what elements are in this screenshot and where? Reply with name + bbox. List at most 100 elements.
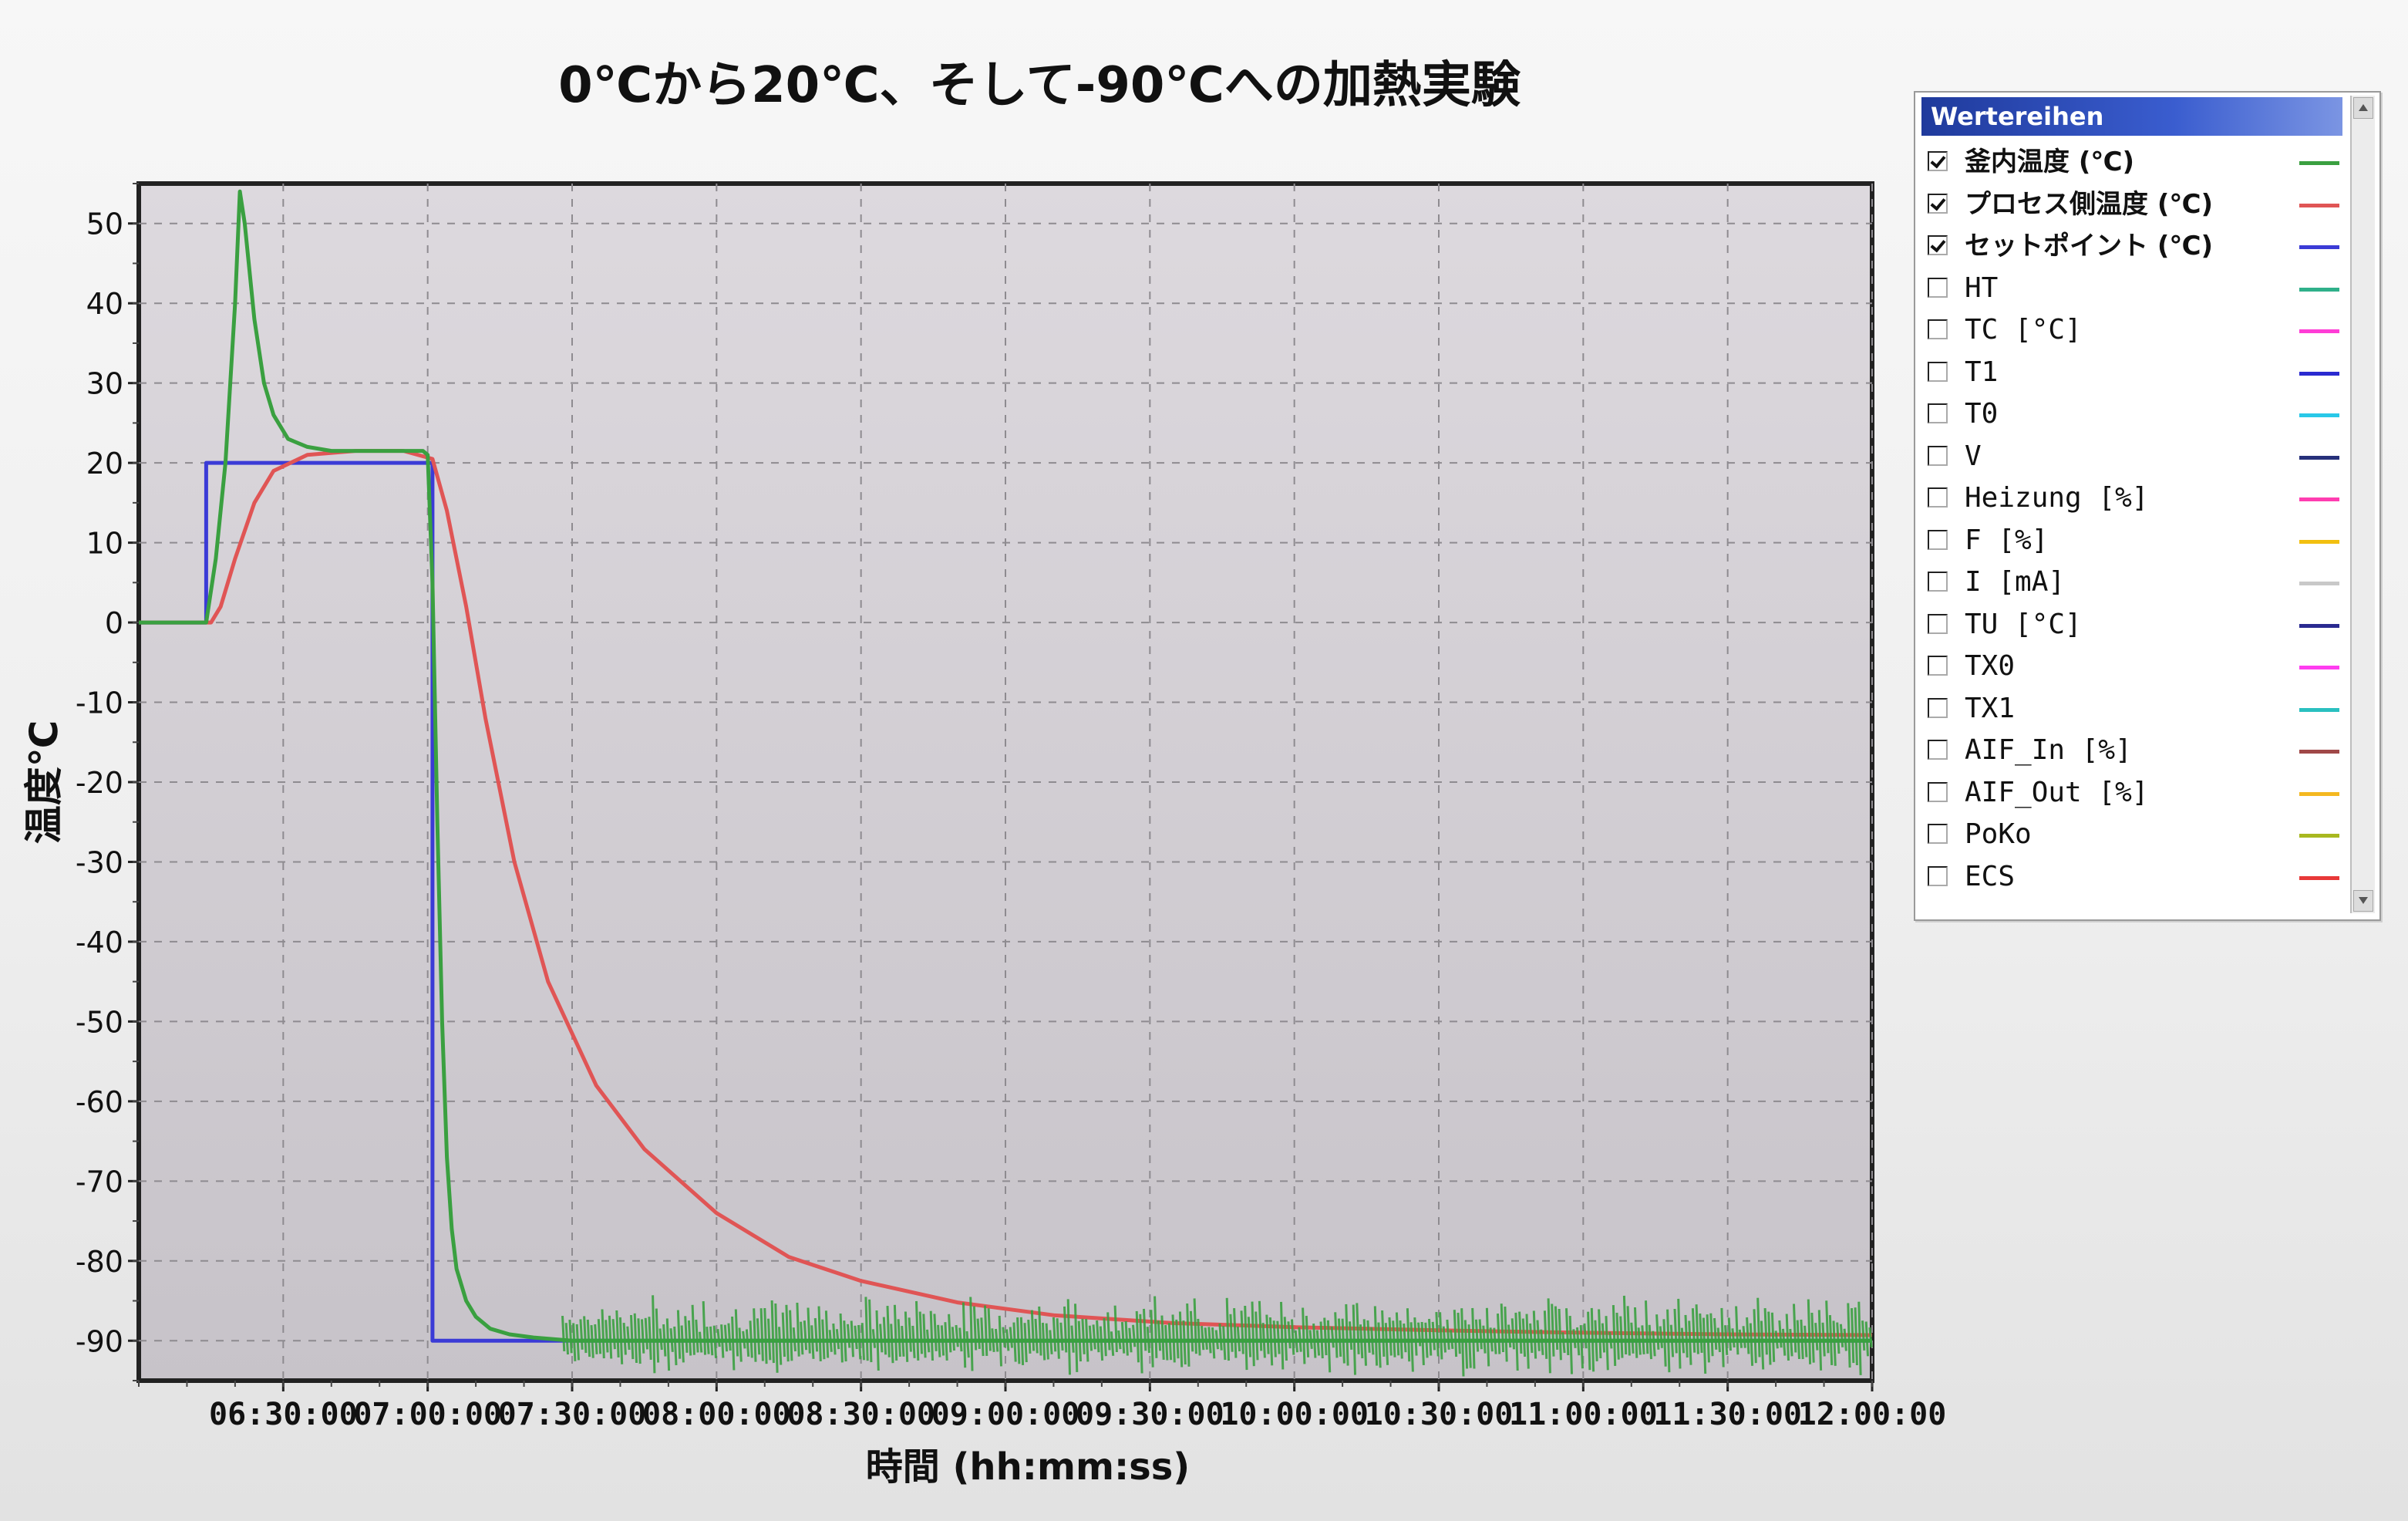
x-tick-label: 11:30:00 — [1653, 1397, 1802, 1432]
legend-checkbox[interactable] — [1928, 193, 1948, 214]
legend-item[interactable]: V — [1923, 437, 2346, 479]
legend-item[interactable]: AIF_In [%] — [1923, 730, 2346, 773]
legend-checkbox[interactable] — [1928, 572, 1948, 592]
legend-scrollbar[interactable] — [2350, 96, 2375, 913]
legend-swatch — [2299, 161, 2339, 165]
legend-item-label: F [%] — [1965, 524, 2049, 556]
x-tick-label: 09:30:00 — [1076, 1397, 1224, 1432]
series-noise-0 — [561, 1295, 1873, 1377]
legend-item-label: TC [°C] — [1965, 314, 2082, 346]
legend-checkbox[interactable] — [1928, 824, 1948, 844]
y-tick-labels: 50 40 30 20 10 0 -10 -20 -30 -40 -50 -60 -70 -80 -90 — [76, 207, 123, 1359]
legend-item-label: 釜内温度 (℃) — [1965, 147, 2135, 177]
legend-item-label: I [mA] — [1965, 566, 2066, 598]
legend-item[interactable]: 釜内温度 (℃) — [1923, 142, 2346, 184]
legend-checkbox[interactable] — [1928, 361, 1948, 382]
x-tick-label: 07:00:00 — [353, 1397, 502, 1432]
legend-item[interactable]: TU [°C] — [1923, 605, 2346, 647]
x-tick-label: 09:00:00 — [931, 1397, 1080, 1432]
legend-item[interactable]: プロセス側温度 (℃) — [1923, 184, 2346, 227]
axis-ticks — [128, 183, 1874, 1391]
legend-checkbox[interactable] — [1928, 781, 1948, 802]
legend-checkbox[interactable] — [1928, 865, 1948, 886]
legend-checkbox[interactable] — [1928, 697, 1948, 718]
legend-item[interactable]: HT — [1923, 268, 2346, 311]
legend-swatch — [2299, 203, 2339, 207]
legend-item[interactable]: セットポイント (℃) — [1923, 226, 2346, 268]
series-line-0 — [139, 189, 1872, 1343]
legend-item-label: TU [°C] — [1965, 608, 2082, 640]
y-tick-label: -40 — [76, 926, 123, 959]
legend-checkbox[interactable] — [1928, 403, 1948, 423]
y-tick-label: -20 — [76, 766, 123, 800]
legend-item[interactable]: ECS — [1923, 857, 2346, 899]
legend-item-label: AIF_Out [%] — [1965, 776, 2149, 808]
legend-swatch — [2299, 707, 2339, 712]
legend-checkbox[interactable] — [1928, 613, 1948, 634]
noise-layer — [561, 1295, 1873, 1377]
legend-item[interactable]: T1 — [1923, 352, 2346, 395]
legend-item-label: プロセス側温度 (℃) — [1965, 188, 2214, 220]
legend-title: Wertereihen — [1921, 97, 2342, 136]
legend-swatch — [2299, 582, 2339, 585]
legend-checkbox[interactable] — [1928, 656, 1948, 676]
legend-swatch — [2299, 455, 2339, 460]
y-tick-label: 20 — [86, 447, 123, 481]
legend-item-label: TX1 — [1965, 692, 2016, 724]
y-tick-label: 10 — [86, 527, 123, 561]
legend-item-label: AIF_In [%] — [1965, 734, 2132, 766]
legend-item-label: PoKo — [1965, 818, 2032, 850]
legend-item[interactable]: TC [°C] — [1923, 310, 2346, 352]
y-tick-label: 50 — [86, 207, 123, 241]
x-tick-label: 08:30:00 — [786, 1397, 935, 1432]
legend-item-label: T0 — [1965, 398, 1999, 430]
legend-checkbox[interactable] — [1928, 277, 1948, 298]
x-tick-label: 12:00:00 — [1798, 1397, 1947, 1432]
y-tick-label: -70 — [76, 1165, 123, 1199]
legend-list: 釜内温度 (℃) プロセス側温度 (℃) セットポイント (℃) HT TC [°C] T… — [1923, 142, 2346, 899]
legend-item[interactable]: I [mA] — [1923, 562, 2346, 605]
legend-swatch — [2299, 834, 2339, 838]
chart-title: 0℃から20℃、そして-90℃への加熱実験 — [558, 57, 1521, 114]
legend-swatch — [2299, 623, 2339, 628]
x-tick-label: 10:30:00 — [1365, 1397, 1514, 1432]
legend-item[interactable]: TX0 — [1923, 646, 2346, 689]
y-tick-label: -80 — [76, 1245, 123, 1279]
legend-checkbox[interactable] — [1928, 740, 1948, 760]
y-tick-label: -90 — [76, 1324, 123, 1358]
y-axis-label: 温度℃ — [22, 720, 66, 845]
legend-checkbox[interactable] — [1928, 319, 1948, 339]
legend-item[interactable]: PoKo — [1923, 814, 2346, 857]
y-tick-label: -30 — [76, 845, 123, 879]
legend-item-label: TX0 — [1965, 650, 2016, 682]
y-tick-label: 40 — [86, 287, 123, 321]
legend-item[interactable]: F [%] — [1923, 521, 2346, 563]
legend-checkbox[interactable] — [1928, 445, 1948, 466]
legend-item-label: V — [1965, 440, 1982, 472]
x-tick-label: 08:00:00 — [642, 1397, 791, 1432]
legend-swatch — [2299, 371, 2339, 376]
legend-swatch — [2299, 666, 2339, 669]
legend-swatch — [2299, 497, 2339, 501]
legend-item[interactable]: Heizung [%] — [1923, 478, 2346, 521]
legend-checkbox[interactable] — [1928, 529, 1948, 550]
legend-item[interactable]: AIF_Out [%] — [1923, 773, 2346, 815]
x-axis-label: 時間 (hh:mm:ss) — [866, 1445, 1191, 1489]
x-tick-labels: 06:30:0007:00:0007:30:0008:00:0008:30:00… — [209, 1397, 1946, 1432]
legend-checkbox[interactable] — [1928, 151, 1948, 171]
legend-item[interactable]: TX1 — [1923, 689, 2346, 731]
x-tick-label: 11:00:00 — [1509, 1397, 1658, 1432]
legend-swatch — [2299, 750, 2339, 754]
legend-item-label: HT — [1965, 271, 1999, 304]
y-tick-label: -10 — [76, 686, 123, 720]
legend-item[interactable]: T0 — [1923, 394, 2346, 437]
scroll-up-icon[interactable] — [2353, 97, 2373, 119]
x-tick-label: 07:30:00 — [498, 1397, 647, 1432]
scroll-down-icon[interactable] — [2353, 890, 2373, 912]
legend-item-label: Heizung [%] — [1965, 482, 2149, 514]
y-tick-label: -60 — [76, 1085, 123, 1119]
legend-swatch — [2299, 245, 2339, 249]
legend-checkbox[interactable] — [1928, 235, 1948, 255]
legend-checkbox[interactable] — [1928, 487, 1948, 508]
